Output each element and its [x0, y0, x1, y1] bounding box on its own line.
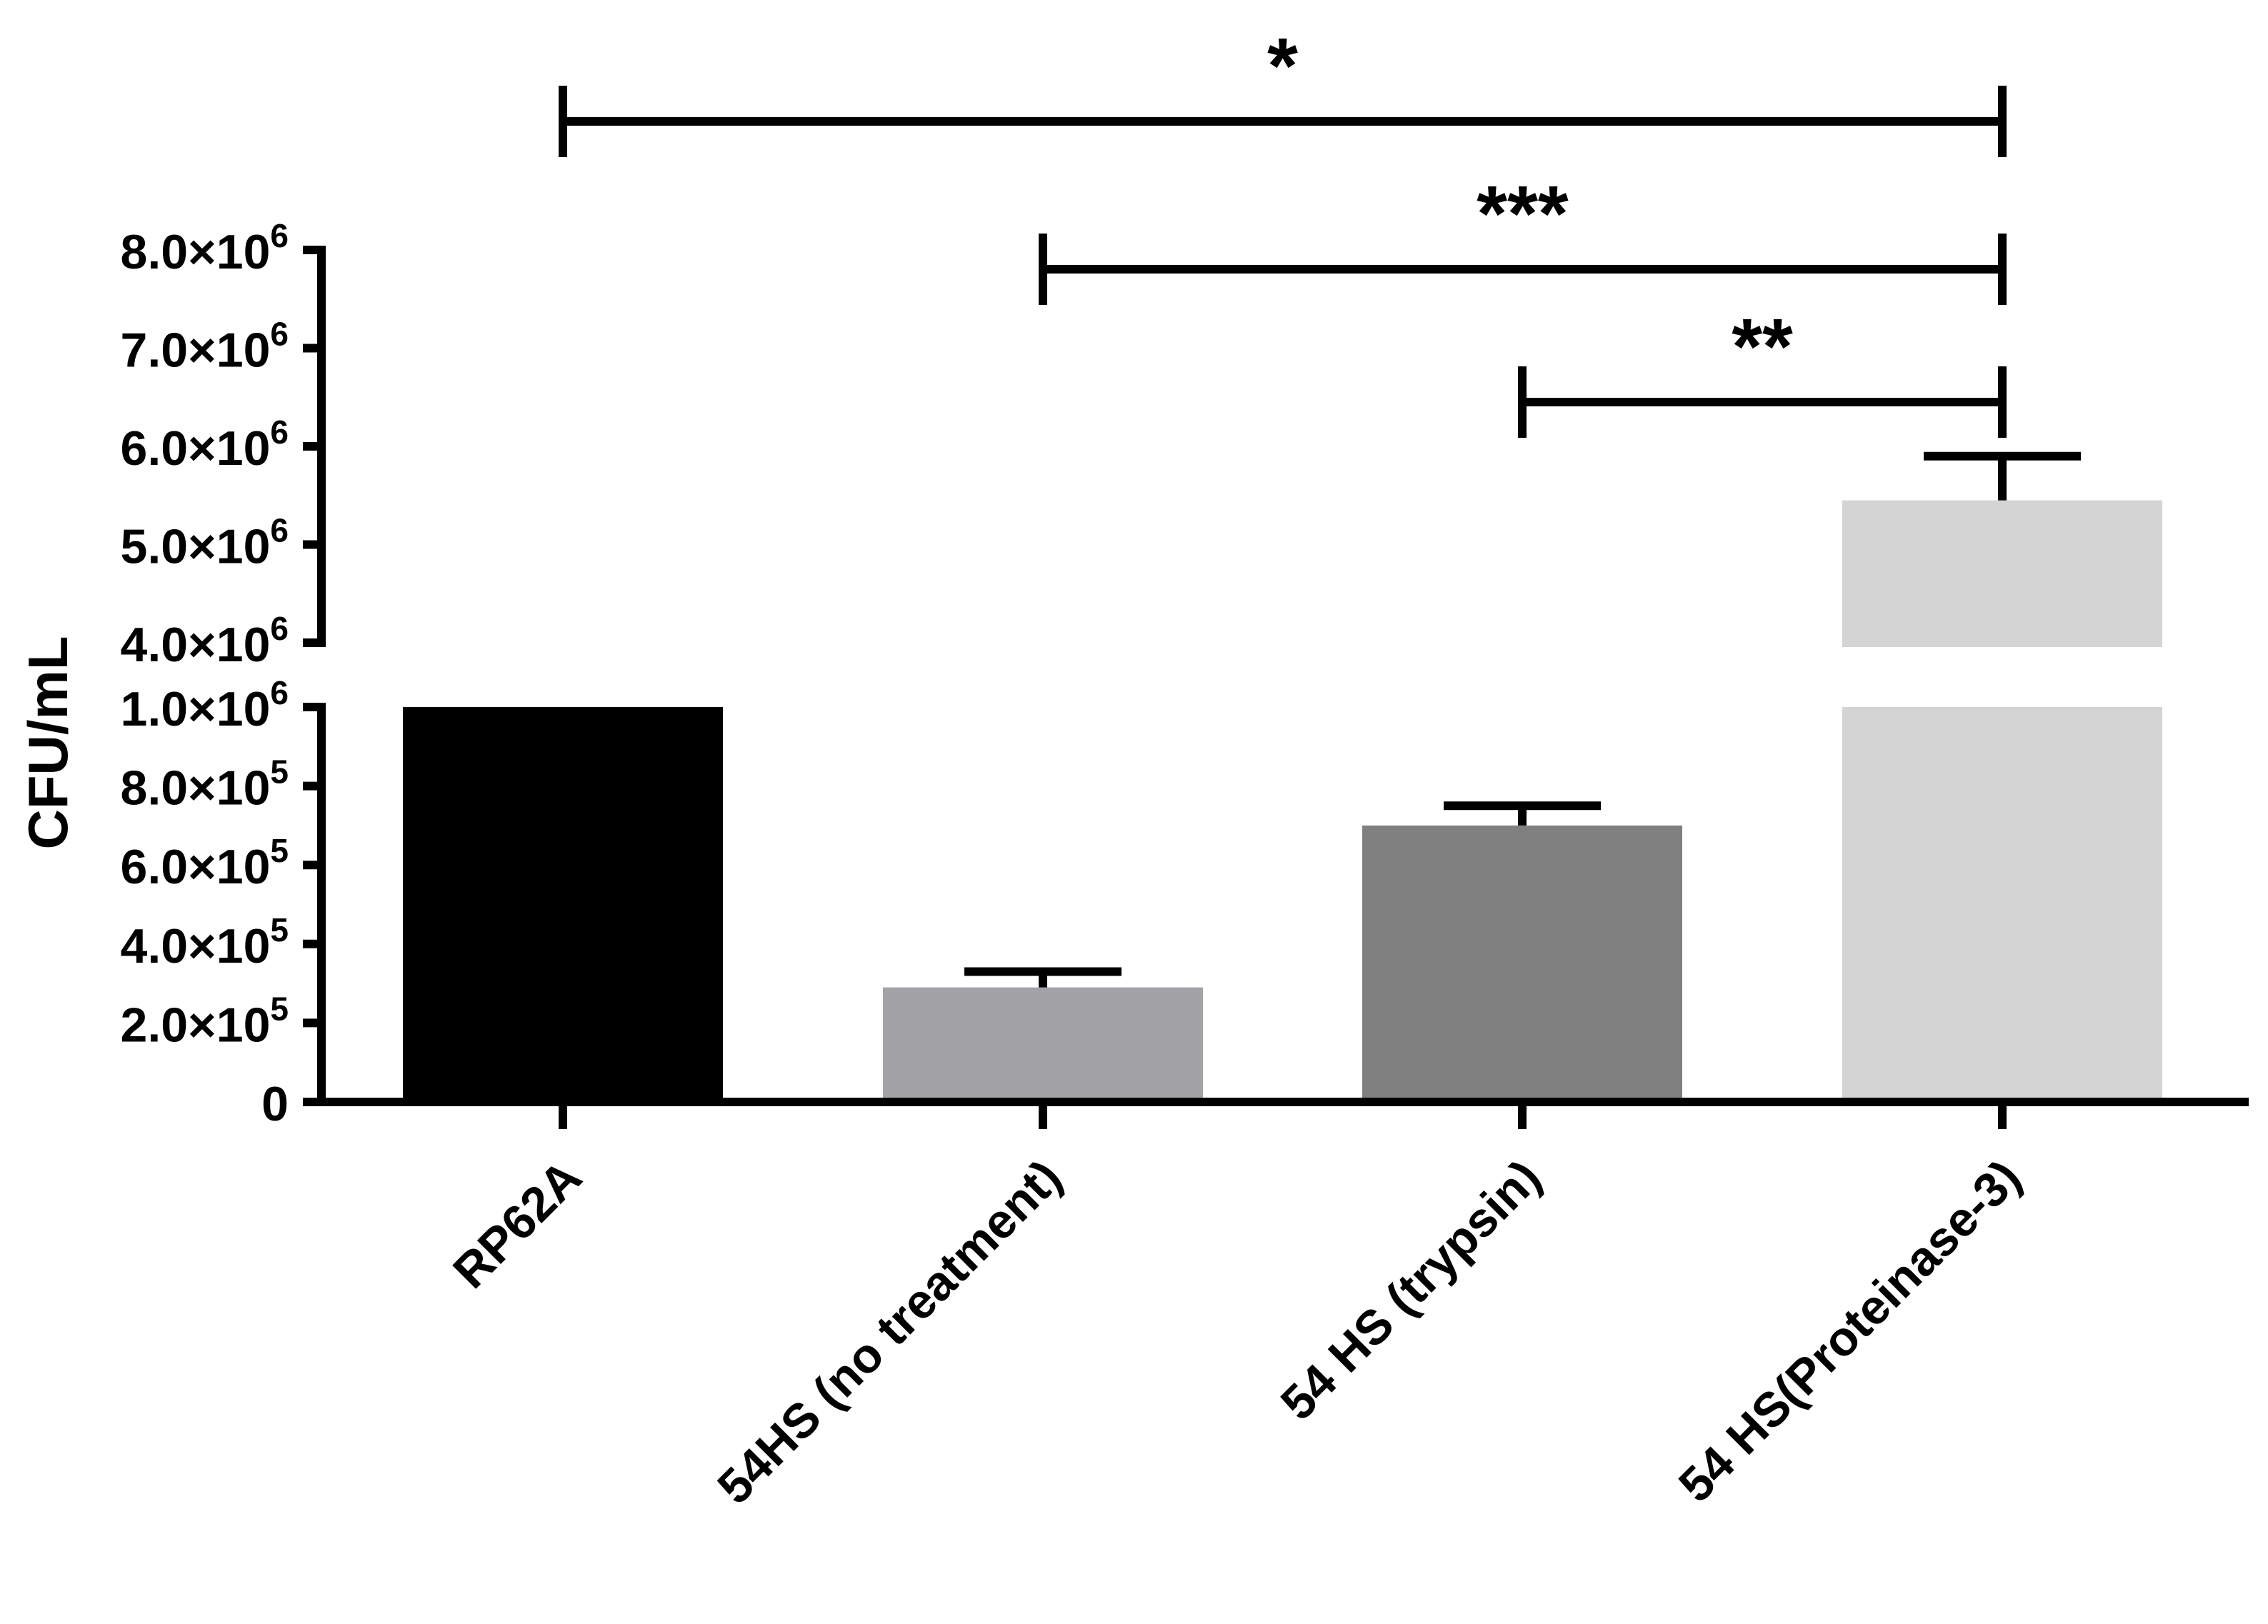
- y-tick-label: 6.0×106: [121, 413, 289, 476]
- y-axis-label: CFU/mL: [16, 636, 79, 850]
- y-tick-label: 4.0×105: [121, 911, 289, 973]
- x-tick-label: RP62A: [443, 1150, 592, 1299]
- y-tick-label: 8.0×106: [121, 217, 289, 279]
- y-tick-label: 1.0×106: [121, 674, 289, 736]
- y-tick-label: 5.0×106: [121, 512, 289, 574]
- error-bars-layer: [964, 451, 2081, 988]
- y-tick-label: 2.0×105: [121, 990, 289, 1052]
- y-axis: 0 2.0×105 4.0×105 6.0×105 8.0×105 1.0×1064.0×…: [121, 217, 326, 1131]
- significance-label: **: [1732, 303, 1793, 391]
- x-tick-label: 54 HS(Proteinase-3): [1669, 1150, 2032, 1513]
- bar-lower-segment: [1842, 707, 2162, 1102]
- bars-layer: [403, 500, 2162, 1102]
- y-tick-label: 6.0×105: [121, 832, 289, 894]
- bar-upper-segment: [1842, 500, 2162, 647]
- x-tick-label: 54 HS (trypsin): [1271, 1150, 1552, 1430]
- y-tick-label: 4.0×106: [121, 610, 289, 672]
- significance-brackets: ******: [559, 22, 2007, 438]
- x-axis: RP62A 54HS (no treatment) 54 HS (trypsin) 5…: [317, 1098, 2249, 1515]
- x-tick-label: 54HS (no treatment): [707, 1150, 1072, 1515]
- y-tick-label: 8.0×105: [121, 753, 289, 816]
- y-tick-label: 0: [261, 1077, 289, 1131]
- bar: [403, 707, 723, 1102]
- y-tick-label: 7.0×106: [121, 316, 289, 378]
- bar: [1362, 825, 1682, 1102]
- significance-label: ***: [1477, 170, 1569, 258]
- significance-label: *: [1267, 22, 1298, 110]
- bar: [883, 987, 1203, 1102]
